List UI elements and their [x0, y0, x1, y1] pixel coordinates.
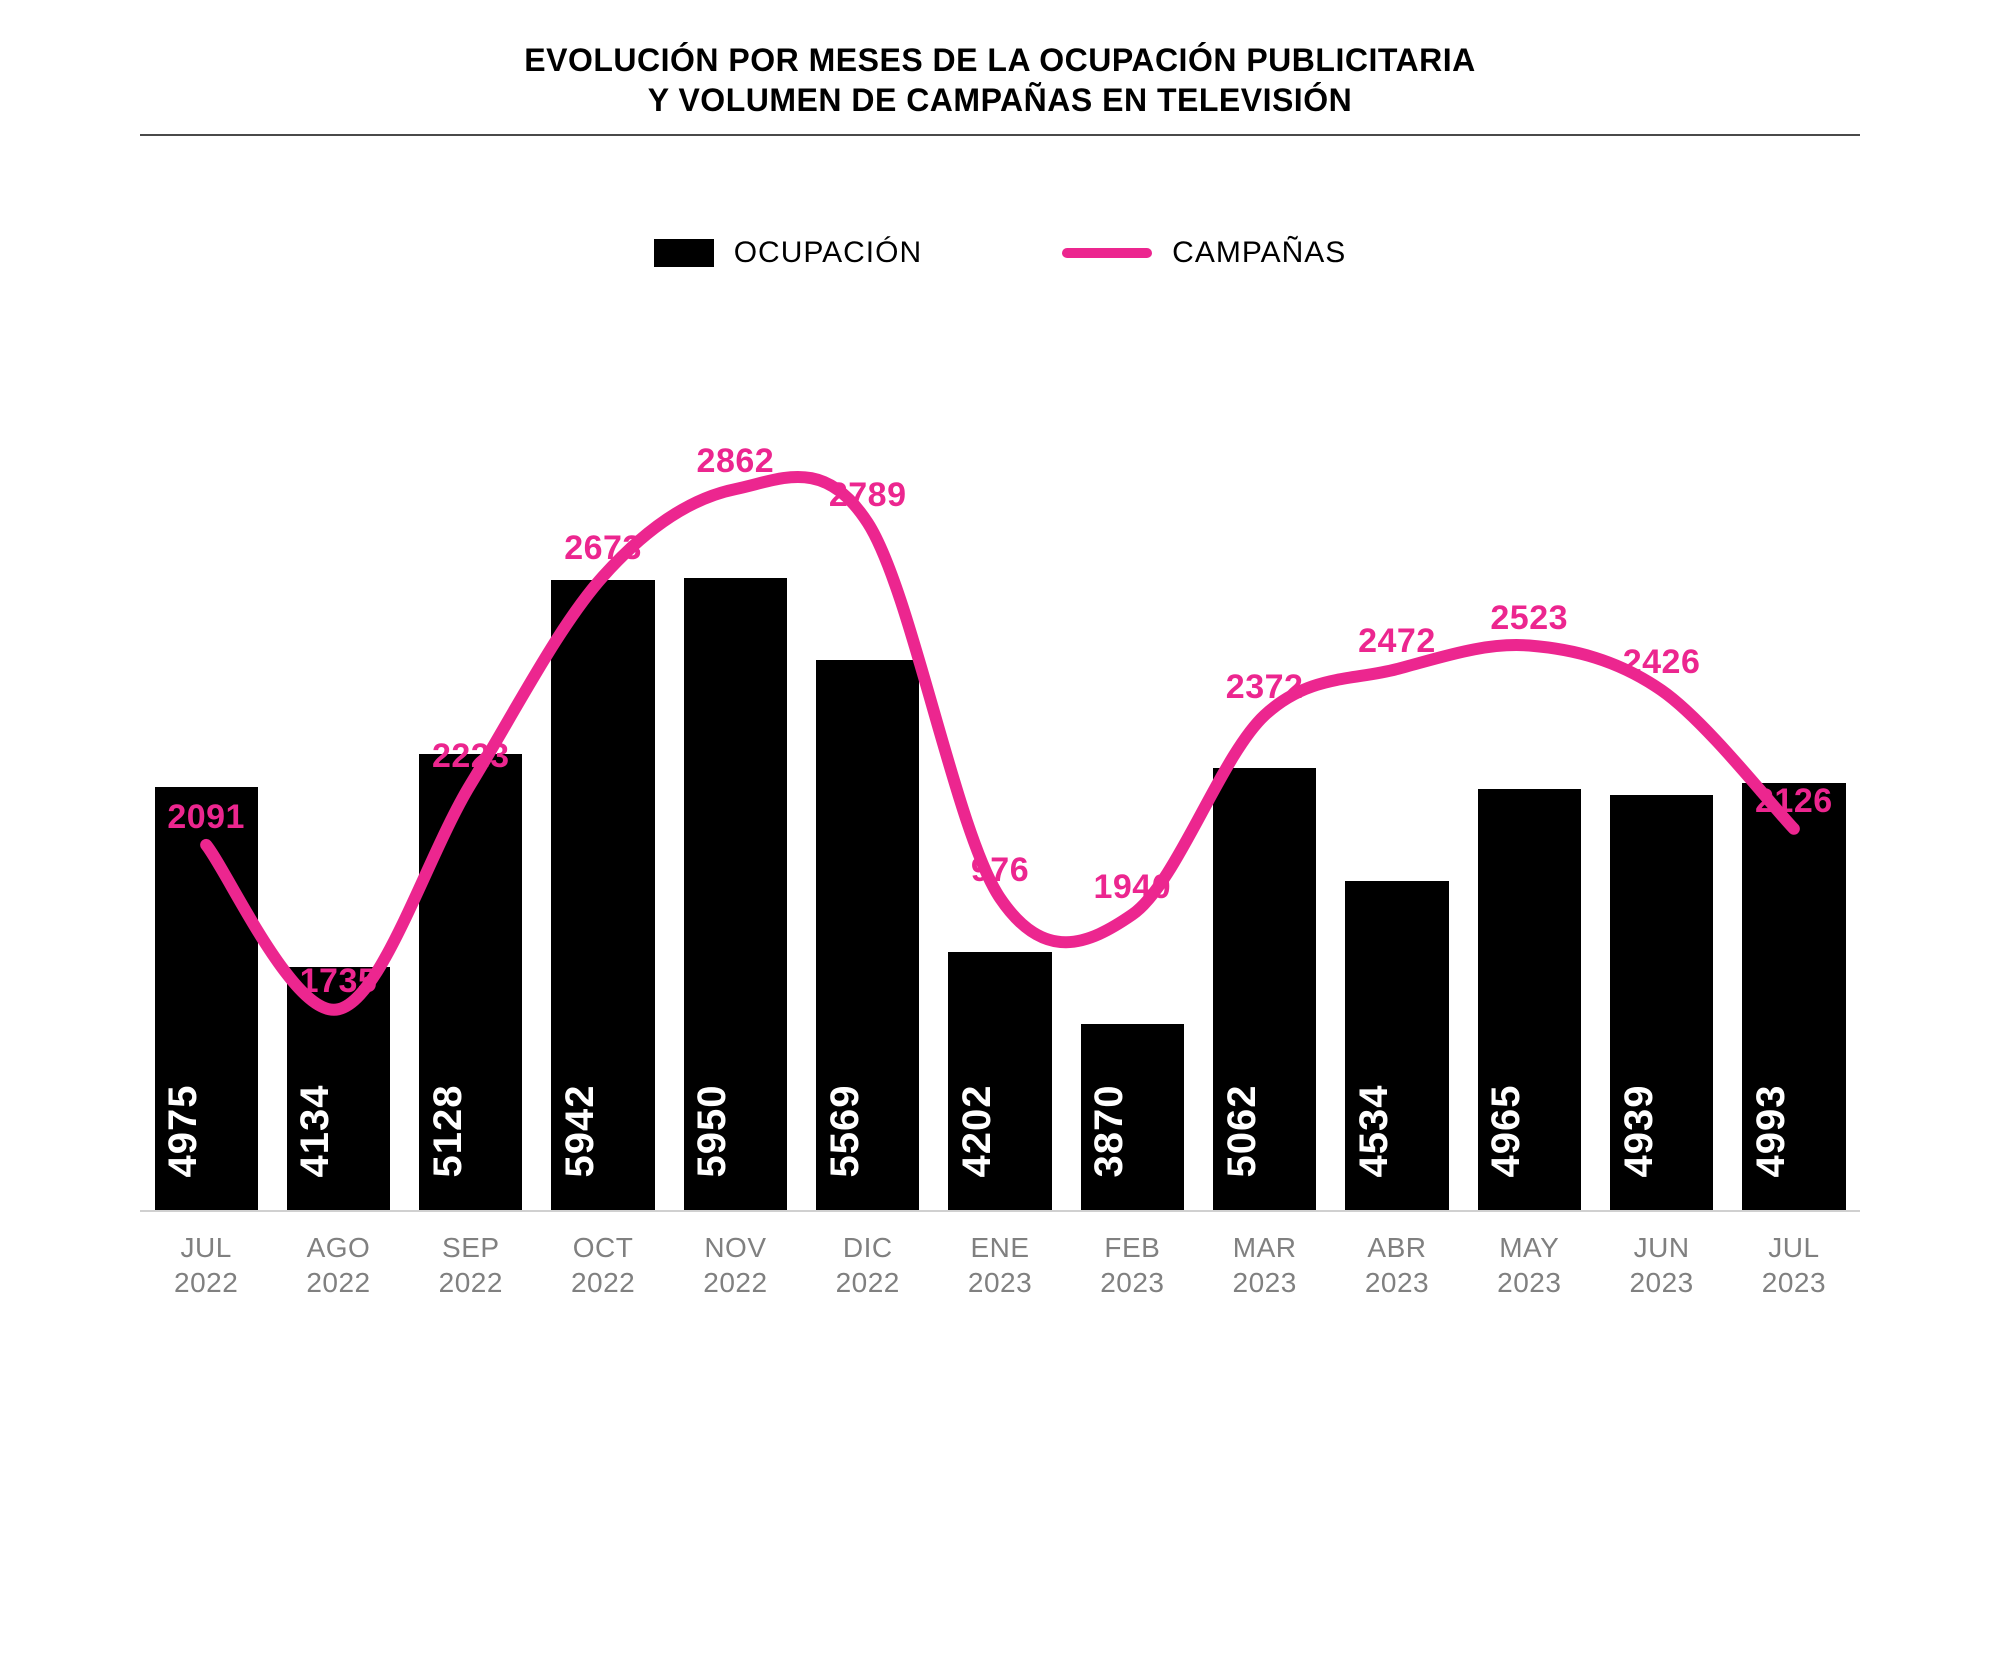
x-tick: NOV2022: [669, 1230, 801, 1300]
bar-value-label: 5128: [426, 1085, 471, 1178]
x-tick: JUL2023: [1728, 1230, 1860, 1300]
legend-line-label: CAMPAÑAS: [1172, 236, 1346, 270]
legend-item-line: CAMPAÑAS: [1062, 236, 1346, 270]
legend: OCUPACIÓN CAMPAÑAS: [654, 236, 1347, 270]
bar: 4939: [1610, 795, 1713, 1211]
bar-slot: 4993: [1728, 310, 1860, 1210]
bar: 4202: [948, 952, 1051, 1210]
x-tick: ENE2023: [934, 1230, 1066, 1300]
bar: 3870: [1081, 1024, 1184, 1210]
bar: 4134: [287, 967, 390, 1210]
x-tick: JUL2022: [140, 1230, 272, 1300]
title-underline: [140, 134, 1860, 136]
bar-value-label: 4975: [161, 1085, 206, 1178]
x-tick: MAY2023: [1463, 1230, 1595, 1300]
bar: 5062: [1213, 768, 1316, 1210]
bar-slot: 4202: [934, 310, 1066, 1210]
x-tick: ABR2023: [1331, 1230, 1463, 1300]
bar-value-label: 5950: [690, 1085, 735, 1178]
legend-bar-label: OCUPACIÓN: [734, 236, 922, 270]
bar-slot: 5942: [537, 310, 669, 1210]
bar-value-label: 4993: [1749, 1085, 1794, 1178]
bar-value-label: 5062: [1220, 1085, 1265, 1178]
chart-title-line2: Y VOLUMEN DE CAMPAÑAS EN TELEVISIÓN: [648, 82, 1352, 118]
bar-value-label: 5569: [823, 1085, 868, 1178]
legend-swatch-bar: [654, 239, 714, 267]
bar-slot: 4534: [1331, 310, 1463, 1210]
bar: 4993: [1742, 783, 1845, 1210]
bar-slot: 3870: [1066, 310, 1198, 1210]
bar: 5569: [816, 660, 919, 1211]
bar-slot: 4134: [272, 310, 404, 1210]
bars-layer: 4975 4134 5128 5942 5950 5569 4202 3870 5062 4534…: [140, 310, 1860, 1210]
x-tick: JUN2023: [1595, 1230, 1727, 1300]
bar: 4965: [1478, 789, 1581, 1210]
x-tick: AGO2022: [272, 1230, 404, 1300]
legend-swatch-line: [1062, 248, 1152, 258]
bar: 4975: [155, 787, 258, 1210]
bar-slot: 5062: [1199, 310, 1331, 1210]
bar: 4534: [1345, 881, 1448, 1210]
chart-title: EVOLUCIÓN POR MESES DE LA OCUPACIÓN PUBL…: [524, 40, 1475, 120]
bar-slot: 4975: [140, 310, 272, 1210]
x-baseline: [140, 1210, 1860, 1212]
bar-value-label: 4965: [1484, 1085, 1529, 1178]
bar-value-label: 4939: [1617, 1085, 1662, 1178]
x-tick: FEB2023: [1066, 1230, 1198, 1300]
bar-value-label: 4534: [1352, 1085, 1397, 1178]
bar-value-label: 3870: [1087, 1085, 1132, 1178]
bar: 5950: [684, 578, 787, 1210]
bar-value-label: 4202: [955, 1085, 1000, 1178]
x-axis: JUL2022AGO2022SEP2022OCT2022NOV2022DIC20…: [140, 1230, 1860, 1300]
bar-slot: 4939: [1595, 310, 1727, 1210]
x-tick: MAR2023: [1199, 1230, 1331, 1300]
bar-slot: 5569: [802, 310, 934, 1210]
bar-value-label: 4134: [293, 1085, 338, 1178]
plot-area: 4975 4134 5128 5942 5950 5569 4202 3870 5062 4534…: [140, 310, 1860, 1210]
bar-slot: 5950: [669, 310, 801, 1210]
x-tick: SEP2022: [405, 1230, 537, 1300]
bar-slot: 4965: [1463, 310, 1595, 1210]
x-tick: OCT2022: [537, 1230, 669, 1300]
chart-title-line1: EVOLUCIÓN POR MESES DE LA OCUPACIÓN PUBL…: [524, 42, 1475, 78]
bar: 5942: [551, 580, 654, 1210]
legend-item-bars: OCUPACIÓN: [654, 236, 922, 270]
bar: 5128: [419, 754, 522, 1210]
chart: 4975 4134 5128 5942 5950 5569 4202 3870 5062 4534…: [140, 310, 1860, 1300]
x-tick: DIC2022: [802, 1230, 934, 1300]
bar-value-label: 5942: [558, 1085, 603, 1178]
bar-slot: 5128: [405, 310, 537, 1210]
